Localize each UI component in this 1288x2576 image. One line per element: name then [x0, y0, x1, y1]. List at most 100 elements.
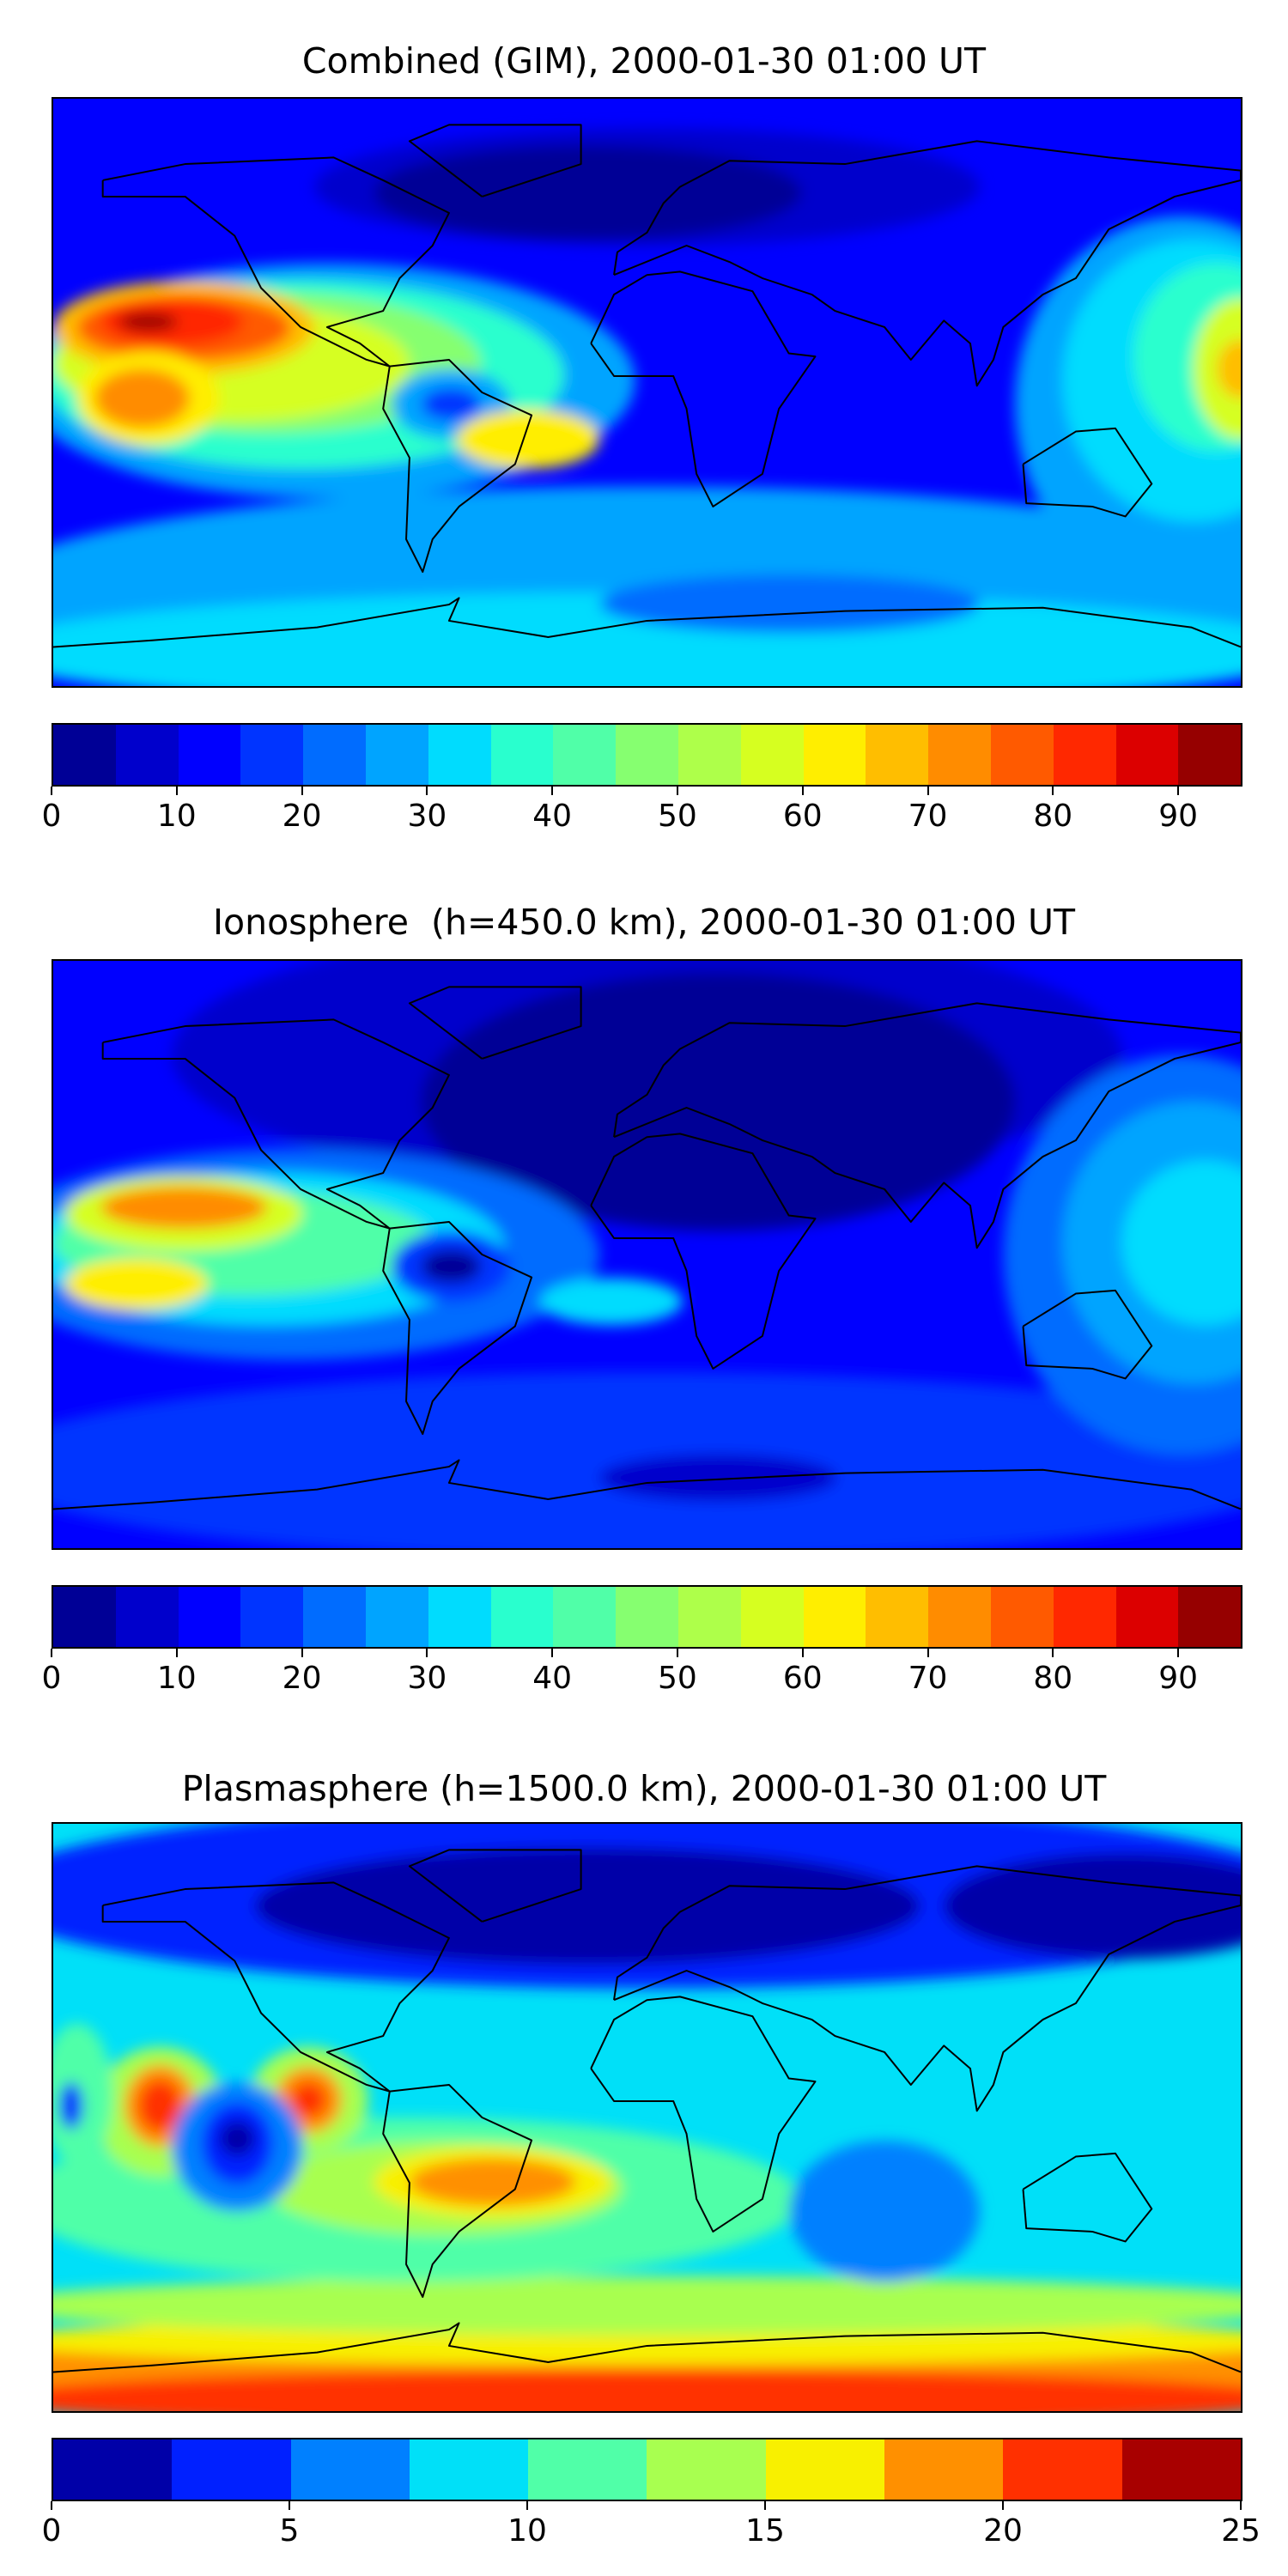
- colorbar-tick-label: 70: [908, 799, 948, 834]
- colorbar-tick-mark: [676, 1649, 678, 1657]
- colorbar-tick-mark: [676, 787, 678, 795]
- colorbar-level-2: [178, 1587, 241, 1647]
- contour-region: [374, 145, 802, 240]
- colorbar-level-4: [303, 725, 366, 785]
- panel-3-title: Plasmasphere (h=1500.0 km), 2000-01-30 0…: [181, 1768, 1107, 1809]
- colorbar-tick-mark: [51, 787, 52, 795]
- colorbar-level-12: [803, 1587, 866, 1647]
- colorbar-level-1: [172, 2439, 291, 2500]
- coastline: [614, 141, 1241, 386]
- coastline: [53, 2323, 1241, 2372]
- colorbar-level-11: [740, 725, 804, 785]
- contour-region: [1121, 1160, 1241, 1326]
- coastline: [410, 987, 581, 1059]
- colorbar-tick-label: 0: [41, 1661, 62, 1696]
- panel-1-map: [52, 97, 1242, 688]
- colorbar-tick-mark: [289, 2501, 290, 2510]
- contour-region: [421, 387, 481, 421]
- colorbar-tick-mark: [526, 2501, 528, 2510]
- colorbar-level-4: [528, 2439, 647, 2500]
- colorbar-level-12: [803, 725, 866, 785]
- colorbar-tick-label: 15: [745, 2513, 785, 2549]
- contour-region: [94, 368, 191, 428]
- contour-region: [53, 2023, 113, 2165]
- colorbar-level-10: [677, 1587, 741, 1647]
- colorbar-tick-label: 90: [1158, 1661, 1198, 1696]
- contour-field: [53, 961, 1241, 1548]
- contour-region: [219, 2121, 256, 2157]
- colorbar-tick-label: 40: [532, 1661, 573, 1696]
- combined-tec-map: [53, 99, 1241, 686]
- colorbar-level-6: [765, 2439, 885, 2500]
- colorbar-level-5: [647, 2439, 766, 2500]
- colorbar-tick-label: 25: [1221, 2513, 1261, 2549]
- colorbar-level-0: [53, 1587, 116, 1647]
- contour-region: [421, 1249, 481, 1283]
- contour-region: [53, 2275, 1241, 2336]
- colorbar-level-16: [1053, 1587, 1116, 1647]
- colorbar-level-9: [1121, 2439, 1241, 2500]
- colorbar-level-6: [428, 725, 491, 785]
- contour-region: [540, 1278, 683, 1326]
- coastline: [383, 360, 532, 572]
- contour-region: [53, 2370, 1241, 2411]
- colorbar-tick-mark: [175, 787, 178, 795]
- colorbar-tick-label: 80: [1033, 799, 1073, 834]
- colorbar-tick-mark: [1052, 787, 1054, 795]
- colorbar-tick-label: 30: [407, 799, 447, 834]
- panel-1-title: Combined (GIM), 2000-01-30 01:00 UT: [301, 40, 987, 82]
- panel-2-colorbar: [52, 1585, 1242, 1649]
- colorbar-tick-label: 70: [908, 1661, 948, 1696]
- contour-region: [118, 312, 179, 331]
- colorbar-tick-label: 60: [782, 799, 823, 834]
- colorbar-level-18: [1178, 1587, 1242, 1647]
- colorbar-level-9: [616, 725, 678, 785]
- contour-region: [64, 1258, 208, 1310]
- panel-3-map: [52, 1822, 1242, 2413]
- colorbar-level-5: [365, 725, 428, 785]
- colorbar-tick-mark: [301, 1649, 303, 1657]
- colorbar-tick-mark: [927, 787, 929, 795]
- colorbar-level-18: [1178, 725, 1242, 785]
- contour-region: [944, 1853, 1241, 1959]
- colorbar-tick-mark: [51, 2501, 52, 2510]
- panel-1-colorbar: [52, 723, 1242, 787]
- coastline: [103, 1882, 449, 2091]
- colorbar-tick-mark: [301, 787, 303, 795]
- colorbar-tick-label: 20: [282, 799, 322, 834]
- colorbar-tick-mark: [1240, 2501, 1242, 2510]
- colorbar-level-3: [240, 725, 304, 785]
- colorbar-level-7: [490, 725, 554, 785]
- coastline: [410, 125, 581, 197]
- contour-region: [255, 1847, 920, 1965]
- colorbar-level-3: [409, 2439, 529, 2500]
- colorbar-tick-label: 20: [983, 2513, 1023, 2549]
- colorbar-tick-label: 30: [407, 1661, 447, 1696]
- colorbar-level-13: [866, 1587, 929, 1647]
- colorbar-level-11: [740, 1587, 804, 1647]
- coastline: [103, 1019, 449, 1228]
- contour-region: [409, 2158, 576, 2206]
- colorbar-tick-label: 10: [156, 799, 197, 834]
- panel-3-colorbar: [52, 2438, 1242, 2501]
- colorbar-tick-label: 20: [282, 1661, 322, 1696]
- colorbar-level-9: [616, 1587, 678, 1647]
- colorbar-level-0: [53, 725, 116, 785]
- colorbar-level-15: [990, 725, 1054, 785]
- colorbar-level-8: [553, 725, 617, 785]
- colorbar-tick-label: 60: [782, 1661, 823, 1696]
- colorbar-level-7: [884, 2439, 1004, 2500]
- coastline: [103, 157, 449, 366]
- colorbar-level-2: [178, 725, 241, 785]
- contour-region: [1217, 339, 1241, 398]
- colorbar-level-3: [240, 1587, 304, 1647]
- colorbar-level-13: [866, 725, 929, 785]
- contour-region: [290, 2081, 327, 2117]
- colorbar-level-16: [1053, 725, 1116, 785]
- colorbar-tick-label: 50: [658, 1661, 697, 1696]
- colorbar-tick-label: 0: [41, 799, 62, 834]
- colorbar-tick-label: 40: [532, 799, 573, 834]
- coastline: [383, 2085, 532, 2297]
- colorbar-tick-mark: [426, 787, 428, 795]
- coastline: [591, 1133, 815, 1369]
